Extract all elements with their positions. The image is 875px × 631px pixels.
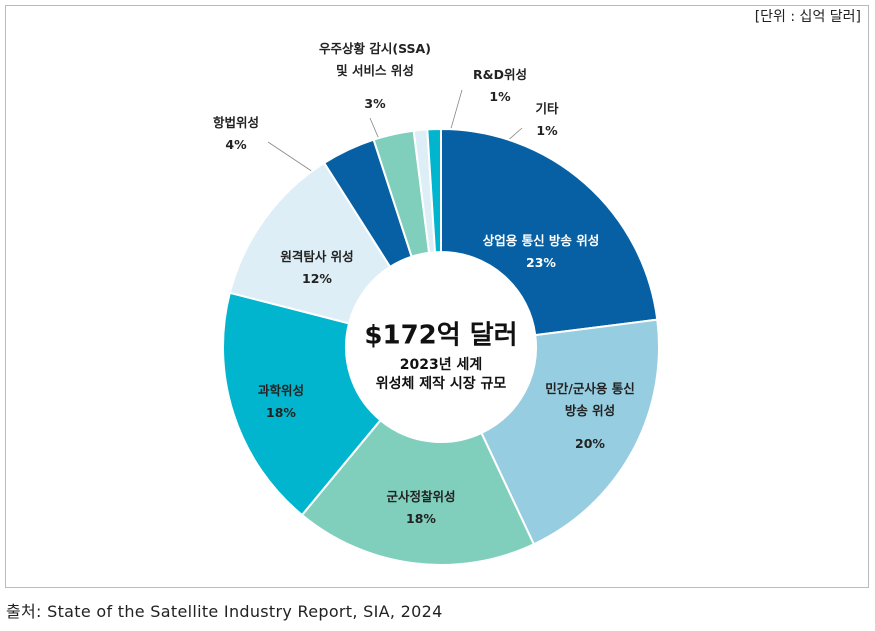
donut-segment bbox=[222, 291, 382, 517]
segment-label: 상업용 통신 방송 위성 bbox=[482, 233, 600, 248]
segment-label: 과학위성 bbox=[257, 383, 305, 398]
value-label: 20% bbox=[575, 436, 605, 451]
center-subtitle: 2023년 세계 위성체 제작 시장 규모 bbox=[375, 357, 507, 392]
value-label: 1% bbox=[489, 89, 511, 104]
value-label: 18% bbox=[406, 511, 436, 526]
value-label: 12% bbox=[302, 271, 332, 286]
segment-label: 민간/군사용 통신 방송 위성 bbox=[545, 381, 635, 418]
unit-note: [단위 : 십억 달러] bbox=[754, 9, 861, 25]
segment-label: 기타 bbox=[535, 101, 559, 116]
value-label: 4% bbox=[225, 137, 247, 152]
segment-label: 군사정찰위성 bbox=[386, 489, 456, 504]
donut-segment bbox=[300, 418, 536, 566]
donut-segment bbox=[228, 161, 392, 325]
value-label: 23% bbox=[526, 255, 556, 270]
segment-label: R&D위성 bbox=[473, 67, 527, 82]
center-title: $172억 달러 bbox=[364, 320, 518, 351]
value-label: 1% bbox=[536, 123, 558, 138]
segment-label: 항법위성 bbox=[212, 115, 260, 130]
chart-frame bbox=[5, 5, 869, 588]
donut-segment bbox=[480, 318, 660, 546]
segment-label: 원격탐사 위성 bbox=[280, 249, 354, 264]
source: 출처: State of the Satellite Industry Repo… bbox=[6, 602, 443, 621]
segment-label: 우주상황 감시(SSA) 및 서비스 위성 bbox=[319, 41, 431, 78]
donut-segment bbox=[440, 127, 659, 337]
donut-segment bbox=[426, 127, 442, 254]
value-label: 18% bbox=[266, 405, 296, 420]
value-label: 3% bbox=[364, 96, 386, 111]
